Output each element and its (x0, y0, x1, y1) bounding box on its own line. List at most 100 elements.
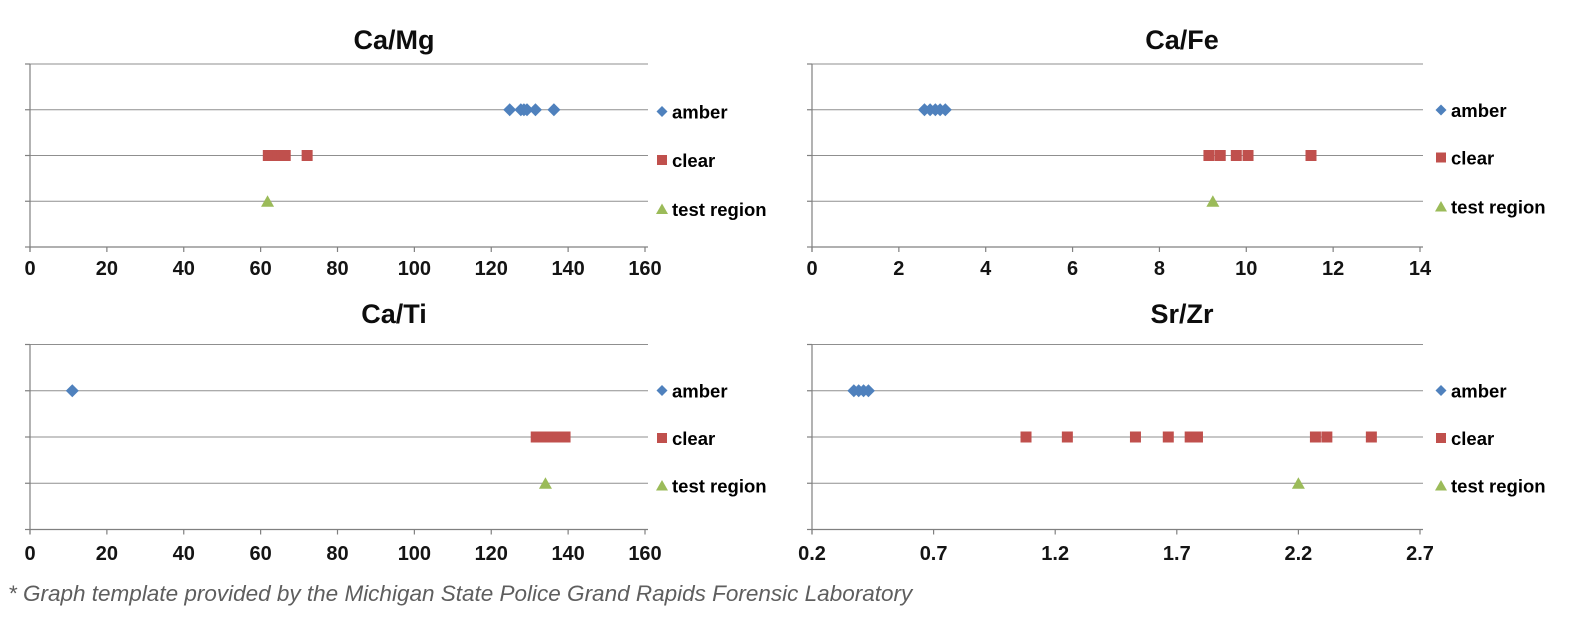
x-axis-tick-label: 40 (173, 258, 195, 280)
plot-area-ca-mg: 0 20 40 60 80 100 120 140 160 amber clear test regi… (24, 63, 767, 280)
chart-sr-zr: Sr/Zr 0.2 0.7 1.2 1.7 2.2 2.7 amber clear test r… (798, 299, 1545, 565)
series-amber (917, 103, 952, 117)
series-clear (262, 150, 313, 161)
legend-label: test region (672, 476, 767, 497)
chart-ca-fe: Ca/Fe 0 2 4 6 8 10 12 14 amber clear test region (806, 25, 1545, 280)
chart-ca-ti: Ca/Ti 0 20 40 60 80 100 120 140 160 amber clear tes… (24, 299, 766, 565)
series-test-region (261, 195, 275, 207)
legend-item-amber: amber (656, 381, 728, 402)
x-axis-tick-label: 80 (326, 543, 348, 565)
legend: amber clear test region (1435, 100, 1546, 218)
chart-title-ca-ti: Ca/Ti (361, 299, 427, 329)
data-point-test-region (538, 477, 552, 489)
plot-area-ca-fe: 0 2 4 6 8 10 12 14 amber clear test region (806, 63, 1546, 280)
legend: amber clear test region (656, 102, 767, 220)
triangle-icon (1435, 201, 1447, 212)
data-point-clear (301, 150, 313, 161)
data-point-clear (1129, 431, 1141, 443)
legend-item-clear: clear (1436, 148, 1494, 169)
data-point-clear (1020, 431, 1032, 443)
chart-title-ca-fe: Ca/Fe (1145, 25, 1219, 55)
plot-area-sr-zr: 0.2 0.7 1.2 1.7 2.2 2.7 amber clear test region (798, 343, 1546, 565)
x-axis-tick-label: 10 (1235, 258, 1257, 280)
legend-item-amber: amber (656, 102, 728, 123)
diamond-icon (1435, 104, 1447, 116)
legend-label: amber (672, 381, 728, 402)
legend-label: test region (1451, 197, 1546, 218)
legend-label: amber (1451, 381, 1507, 402)
data-point-clear (1061, 431, 1073, 443)
x-axis-tick-label: 60 (250, 258, 272, 280)
square-icon (657, 433, 667, 443)
series-amber (503, 103, 561, 117)
data-point-test-region (1291, 477, 1305, 489)
x-axis-tick-label: 60 (250, 543, 272, 565)
x-axis-tick-label: 1.2 (1041, 543, 1069, 565)
legend-item-clear: clear (657, 428, 715, 449)
x-axis-tick-label: 40 (173, 543, 195, 565)
legend-label: test region (672, 199, 767, 220)
x-axis-tick-label: 100 (398, 258, 431, 280)
data-point-clear (1191, 431, 1203, 443)
data-point-amber (938, 103, 952, 117)
legend-item-clear: clear (657, 150, 715, 171)
legend-item-test-region: test region (1435, 476, 1546, 497)
x-axis-tick-label: 4 (980, 258, 992, 280)
x-axis-tick-label: 100 (398, 543, 431, 565)
x-axis-tick-label: 140 (551, 258, 584, 280)
data-point-amber (520, 103, 534, 117)
x-axis-tick-label: 8 (1154, 258, 1165, 280)
chart-title-sr-zr: Sr/Zr (1150, 299, 1214, 329)
x-axis-tick-label: 120 (475, 543, 508, 565)
footer-note: * Graph template provided by the Michiga… (8, 581, 914, 606)
legend-label: clear (1451, 428, 1494, 449)
x-axis-tick-label: 1.7 (1163, 543, 1191, 565)
data-point-amber (547, 103, 561, 117)
legend-item-clear: clear (1436, 428, 1494, 449)
legend-item-test-region: test region (1435, 197, 1546, 218)
x-axis-tick-label: 12 (1322, 258, 1344, 280)
x-axis-tick-label: 0 (24, 543, 35, 565)
x-axis-tick-label: 6 (1067, 258, 1078, 280)
x-axis-tick-label: 160 (628, 543, 661, 565)
legend: amber clear test region (1435, 381, 1546, 497)
data-point-clear (1242, 150, 1254, 161)
data-point-amber (861, 384, 875, 398)
legend-label: clear (672, 150, 715, 171)
data-point-clear (1321, 431, 1333, 443)
chart-ca-mg: Ca/Mg 0 20 40 60 80 100 120 140 160 amber clear tes… (24, 25, 766, 280)
legend-label: test region (1451, 476, 1546, 497)
series-clear (530, 431, 571, 443)
triangle-icon (656, 203, 668, 214)
x-axis-tick-label: 0.2 (798, 543, 826, 565)
plot-area-ca-ti: 0 20 40 60 80 100 120 140 160 amber clear test regi… (24, 343, 767, 565)
data-point-clear (1365, 431, 1377, 443)
series-test-region (1206, 195, 1220, 207)
x-axis-tick-label: 80 (326, 258, 348, 280)
series-clear (1203, 150, 1317, 161)
data-point-clear (559, 431, 571, 443)
x-axis-tick-label: 0.7 (920, 543, 948, 565)
data-point-clear (1214, 150, 1226, 161)
chart-title-ca-mg: Ca/Mg (354, 25, 435, 55)
series-test-region (538, 477, 552, 489)
x-axis-tick-label: 0 (24, 258, 35, 280)
legend-label: clear (1451, 148, 1494, 169)
data-point-clear (1305, 150, 1317, 161)
x-axis-tick-label: 2 (893, 258, 904, 280)
legend-item-test-region: test region (656, 476, 767, 497)
legend-item-test-region: test region (656, 199, 767, 220)
x-axis-tick-label: 20 (96, 258, 118, 280)
series-amber (65, 384, 79, 398)
x-axis-tick-label: 0 (806, 258, 817, 280)
triangle-icon (656, 480, 668, 491)
legend-label: clear (672, 428, 715, 449)
data-point-test-region (261, 195, 275, 207)
data-point-clear (1230, 150, 1242, 161)
diamond-icon (656, 106, 668, 117)
x-axis-tick-label: 20 (96, 543, 118, 565)
legend-item-amber: amber (1435, 381, 1507, 402)
diamond-icon (656, 385, 668, 396)
x-axis-tick-label: 2.7 (1406, 543, 1434, 565)
